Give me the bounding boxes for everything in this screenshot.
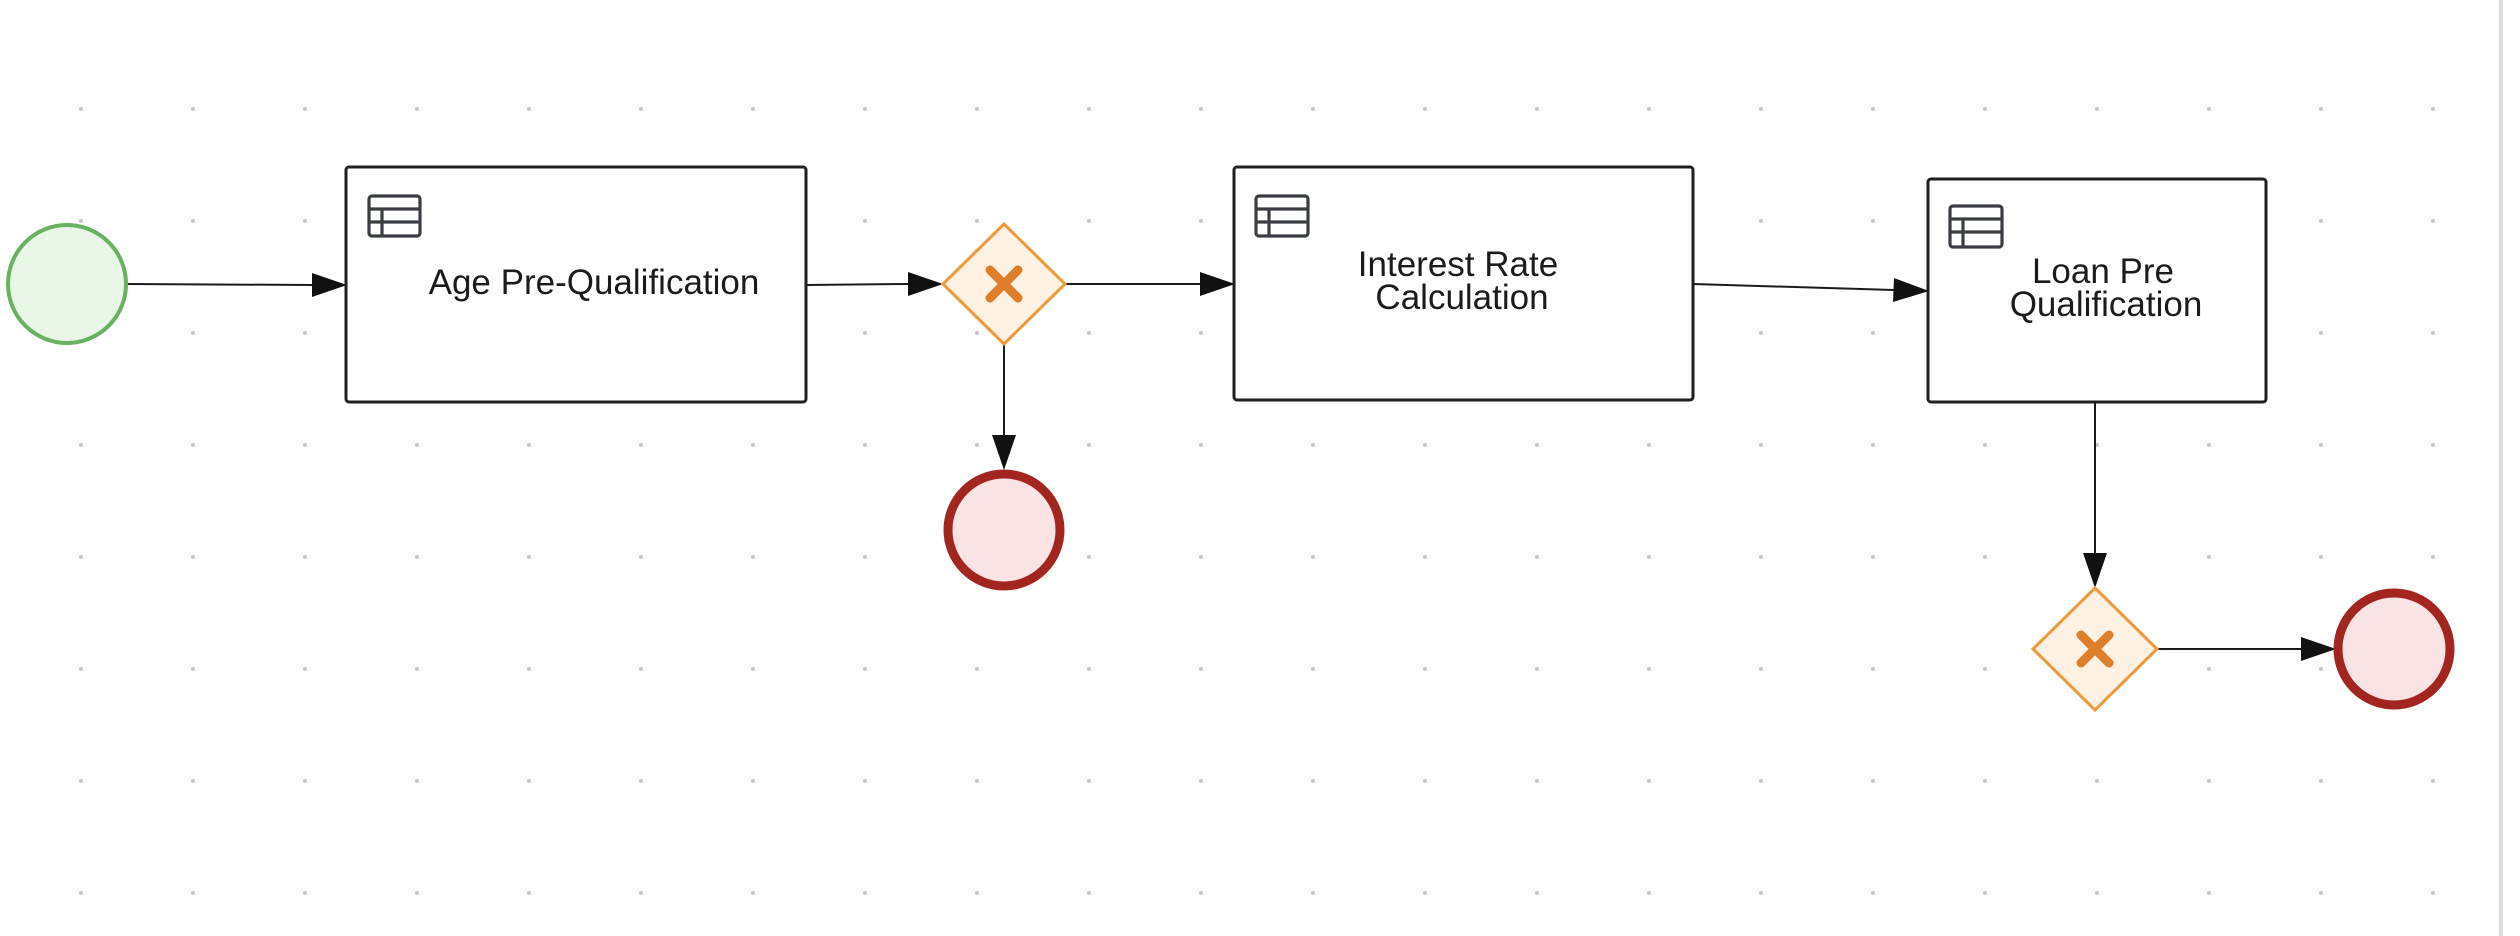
flow-start-to-age[interactable] xyxy=(126,273,347,297)
task-label: Age Pre-Qualification xyxy=(429,263,760,302)
x-mark-icon xyxy=(2076,630,2114,668)
task-label-line-1: Interest Rate xyxy=(1358,245,1558,284)
flow-age-to-gateway-1[interactable] xyxy=(805,272,943,296)
flow-loan-to-gateway-2[interactable] xyxy=(2083,403,2107,588)
flow-gateway-2-to-end-2[interactable] xyxy=(2157,637,2336,661)
exclusive-gateway-1[interactable] xyxy=(940,221,1068,347)
task-label-line-2: Calculation xyxy=(1375,278,1548,317)
start-event[interactable] xyxy=(6,223,128,345)
table-icon xyxy=(367,194,422,238)
flow-interest-to-loan[interactable] xyxy=(1692,278,1929,302)
exclusive-gateway-2[interactable] xyxy=(2030,585,2160,713)
task-age-pre-qualification[interactable]: Age Pre-Qualification xyxy=(344,165,808,404)
task-label-line-2: Qualification xyxy=(2010,285,2203,324)
table-icon xyxy=(1254,194,1310,238)
task-interest-rate-calculation[interactable]: Interest Rate Calculation xyxy=(1232,165,1695,402)
table-icon xyxy=(1948,204,2004,249)
task-loan-pre-qualification[interactable]: Loan Pre Qualification xyxy=(1926,177,2268,404)
flow-gateway-1-to-interest[interactable] xyxy=(1065,272,1235,296)
end-event-2[interactable] xyxy=(2333,588,2455,710)
x-mark-icon xyxy=(985,265,1023,303)
flow-gateway-1-to-end-1[interactable] xyxy=(992,344,1016,470)
task-label-line-1: Loan Pre xyxy=(2032,252,2174,291)
end-event-1[interactable] xyxy=(943,469,1065,591)
canvas-right-edge xyxy=(2499,0,2503,936)
